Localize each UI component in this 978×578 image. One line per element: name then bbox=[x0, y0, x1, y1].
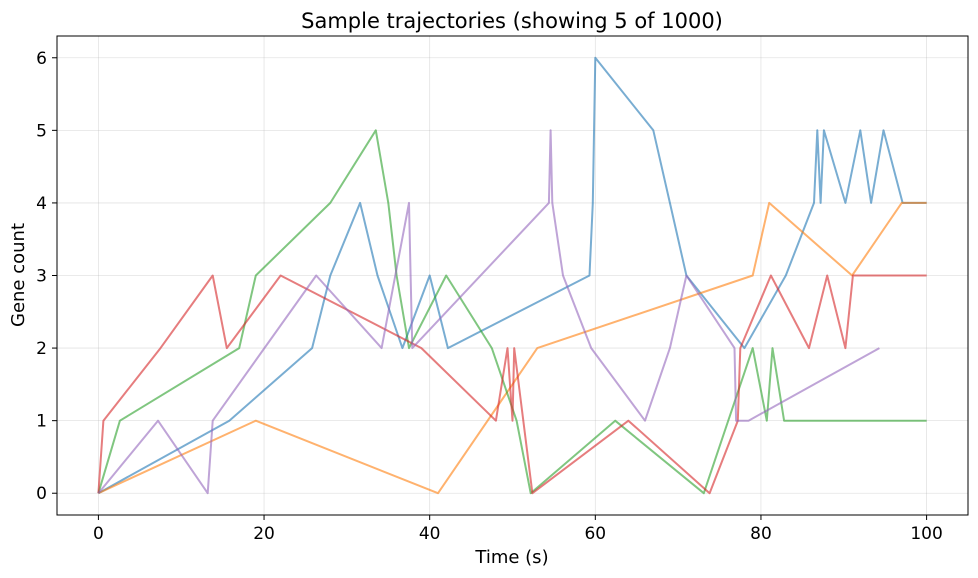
series-line-5 bbox=[97, 129, 880, 495]
y-tick-label: 3 bbox=[36, 267, 47, 287]
y-tick-label: 6 bbox=[36, 49, 47, 69]
y-tick-label: 0 bbox=[36, 484, 47, 504]
series-line-3 bbox=[97, 129, 927, 495]
x-tick-label: 100 bbox=[910, 524, 942, 544]
x-tick-label: 40 bbox=[419, 524, 441, 544]
y-axis-label: Gene count bbox=[8, 223, 29, 327]
x-axis-label: Time (s) bbox=[474, 547, 548, 568]
x-tick-label: 0 bbox=[93, 524, 104, 544]
series-line-1 bbox=[97, 56, 927, 495]
series-line-2 bbox=[97, 201, 927, 495]
x-tick-label: 20 bbox=[253, 524, 275, 544]
series-line-4 bbox=[97, 274, 927, 495]
series-layer bbox=[97, 56, 927, 495]
grid bbox=[57, 36, 968, 515]
y-tick-label: 4 bbox=[36, 194, 47, 214]
y-axis-ticks: 0 1 2 3 4 5 6 bbox=[36, 49, 57, 504]
x-axis-ticks: 0 20 40 60 80 100 bbox=[93, 515, 943, 544]
x-tick-label: 80 bbox=[750, 524, 772, 544]
y-tick-label: 5 bbox=[36, 121, 47, 141]
x-tick-label: 60 bbox=[584, 524, 606, 544]
y-tick-label: 2 bbox=[36, 339, 47, 359]
chart-title: Sample trajectories (showing 5 of 1000) bbox=[301, 9, 723, 33]
y-tick-label: 1 bbox=[36, 412, 47, 432]
